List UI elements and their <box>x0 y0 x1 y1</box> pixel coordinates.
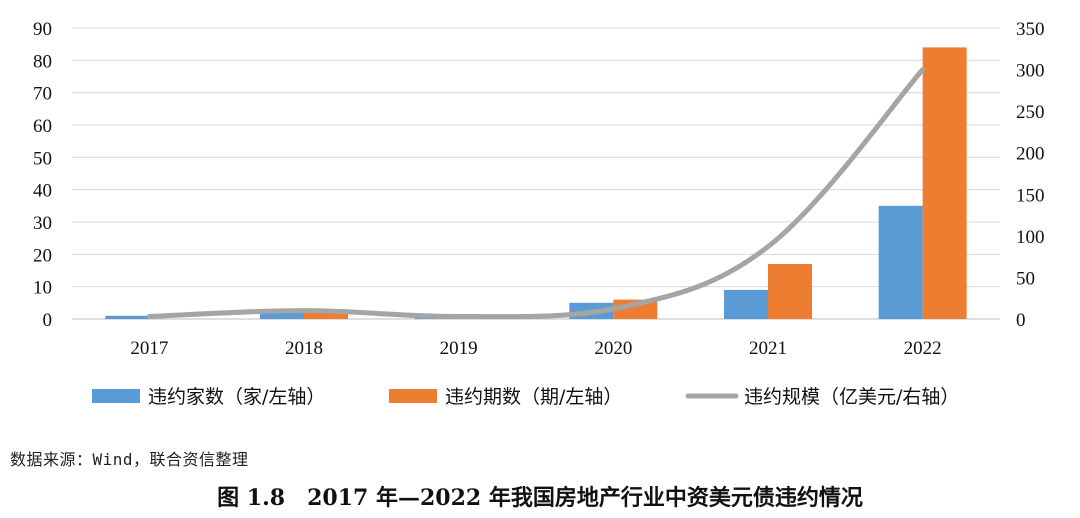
bar-default-count-2021 <box>724 289 768 319</box>
left-axis-tick-label: 20 <box>33 245 52 266</box>
legend-swatch-default-count <box>92 389 140 403</box>
right-axis-tick-label: 200 <box>1016 144 1045 165</box>
left-axis-tick-label: 70 <box>33 84 52 105</box>
bar-default-issues-2018 <box>304 309 348 319</box>
bar-default-count-2017 <box>105 315 150 319</box>
left-axis-tick-label: 80 <box>33 51 52 72</box>
left-axis-tick-label: 40 <box>33 181 52 202</box>
right-axis-tick-label: 250 <box>1016 102 1045 123</box>
x-axis-tick-label: 2022 <box>904 338 942 359</box>
legend-label: 违约家数（家/左轴） <box>148 386 325 408</box>
right-axis-tick-label: 350 <box>1016 19 1045 40</box>
legend-swatch-default-issues <box>389 389 437 403</box>
bar-default-issues-2022 <box>922 47 967 320</box>
left-axis-tick-label: 60 <box>33 116 52 137</box>
right-axis-tick-label: 0 <box>1016 310 1026 331</box>
left-axis-tick-label: 90 <box>33 19 52 40</box>
bar-default-issues-2021 <box>768 264 812 319</box>
x-axis-tick-label: 2018 <box>285 338 323 359</box>
right-axis-tick-label: 100 <box>1016 227 1045 248</box>
source-note: 数据来源：Wind，联合资信整理 <box>10 450 249 469</box>
legend-label: 违约期数（期/左轴） <box>445 386 622 408</box>
bar-default-count-2022 <box>878 205 923 319</box>
right-axis-tick-label: 300 <box>1016 61 1045 82</box>
right-axis-tick-label: 50 <box>1016 268 1035 289</box>
x-axis-tick-label: 2021 <box>749 338 787 359</box>
left-axis-tick-label: 30 <box>33 213 52 234</box>
line-default-volume <box>146 67 926 320</box>
left-axis-tick-label: 50 <box>33 148 52 169</box>
x-axis-tick-label: 2019 <box>440 338 478 359</box>
x-axis-tick-label: 2020 <box>594 338 632 359</box>
chart: 0 10 20 30 40 50 60 70 80 90 0 50 100 150 200 250 300 350… <box>33 19 1045 408</box>
legend-label: 违约规模（亿美元/右轴） <box>744 386 959 408</box>
right-axis-tick-label: 150 <box>1016 185 1045 206</box>
figure-caption: 图 1.8 2017 年—2022 年我国房地产行业中资美元债违约情况 <box>217 485 863 511</box>
left-axis-tick-label: 0 <box>43 310 53 331</box>
left-axis-tick-label: 10 <box>33 278 52 299</box>
bar-default-count-2018 <box>260 309 304 319</box>
x-axis-tick-label: 2017 <box>130 338 168 359</box>
